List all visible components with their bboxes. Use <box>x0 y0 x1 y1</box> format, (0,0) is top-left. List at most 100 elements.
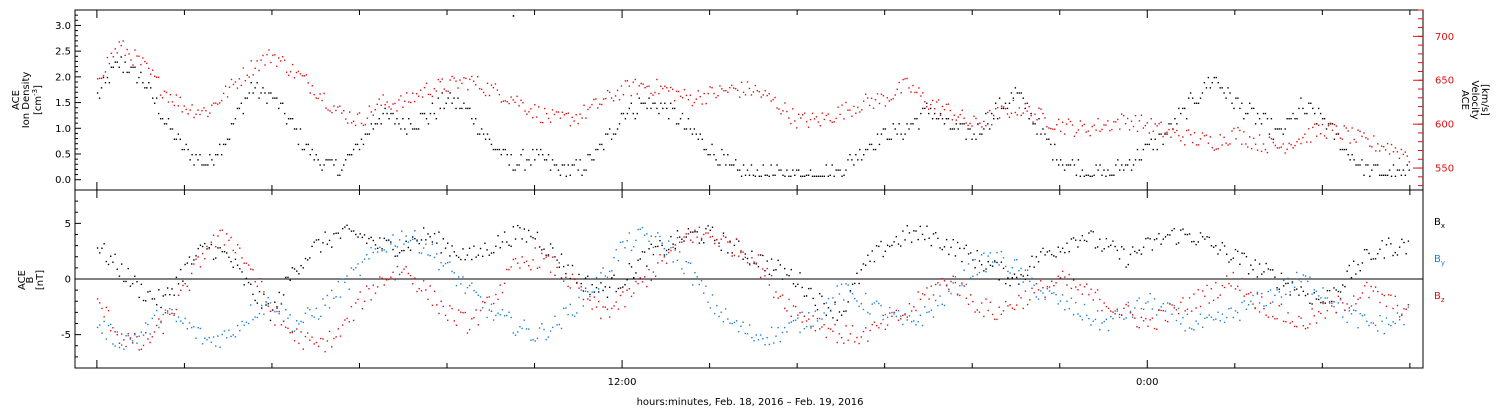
velocity-point <box>880 93 883 95</box>
density-point <box>522 148 524 151</box>
density-point <box>652 102 654 104</box>
velocity-point <box>252 74 254 76</box>
velocity-point <box>1093 124 1095 126</box>
by-point <box>1053 292 1055 294</box>
velocity-point <box>1144 124 1147 127</box>
bx-point <box>943 246 946 248</box>
bz-point <box>1013 308 1016 311</box>
velocity-point <box>492 86 495 89</box>
density-point <box>892 123 894 125</box>
velocity-point <box>543 107 546 110</box>
velocity-point <box>666 87 668 89</box>
bz-point <box>177 294 180 297</box>
density-point <box>1380 174 1383 176</box>
bottom-axis-ticks: -505 <box>61 200 81 358</box>
bx-point <box>921 233 924 236</box>
velocity-point <box>937 99 940 101</box>
by-point <box>810 325 812 327</box>
velocity-point <box>707 92 709 95</box>
density-point <box>335 159 337 161</box>
density-point <box>254 87 256 89</box>
bz-point <box>768 284 771 286</box>
velocity-point <box>124 54 126 57</box>
velocity-point <box>725 89 727 92</box>
velocity-point <box>222 92 225 95</box>
bz-point <box>816 317 819 320</box>
bx-point <box>1337 290 1340 293</box>
velocity-point <box>888 100 891 102</box>
velocity-point <box>1361 135 1363 138</box>
bz-point <box>263 291 265 293</box>
by-point <box>425 243 427 245</box>
bx-point <box>298 273 300 275</box>
density-point <box>419 112 422 115</box>
density-point <box>1333 138 1336 140</box>
bz-point <box>1309 323 1311 325</box>
bz-point <box>300 331 302 333</box>
by-point <box>834 303 836 305</box>
bz-point <box>429 285 431 287</box>
bx-point <box>838 311 841 313</box>
velocity-point <box>376 103 378 106</box>
density-point <box>465 107 467 110</box>
by-point <box>1050 292 1053 295</box>
density-point <box>441 92 443 94</box>
by-point <box>287 317 289 319</box>
bx-point <box>368 237 370 240</box>
density-point <box>567 164 569 166</box>
bz-point <box>1331 305 1333 307</box>
bx-point <box>567 264 569 266</box>
velocity-point <box>1341 138 1343 140</box>
velocity-point <box>1382 145 1385 148</box>
bz-point <box>932 294 935 296</box>
velocity-point <box>1057 118 1060 121</box>
density-point <box>547 154 550 156</box>
bz-point <box>414 277 416 279</box>
bx-point <box>799 272 801 274</box>
velocity-point <box>1371 146 1373 148</box>
bx-point <box>663 254 666 256</box>
by-point <box>482 307 484 309</box>
velocity-point <box>668 90 670 92</box>
density-point <box>662 107 664 110</box>
by-point <box>1040 290 1042 292</box>
bz-point <box>455 324 458 327</box>
bx-point <box>781 278 784 280</box>
velocity-point <box>965 122 967 124</box>
velocity-point <box>612 100 615 102</box>
density-point <box>1113 174 1115 176</box>
velocity-point <box>244 79 246 82</box>
bx-point <box>1000 261 1003 263</box>
by-point <box>140 331 143 333</box>
velocity-point <box>1097 117 1099 120</box>
by-point <box>1313 289 1315 291</box>
bx-point <box>1236 250 1239 253</box>
bz-point <box>1026 303 1029 306</box>
velocity-point <box>1004 107 1007 110</box>
density-unit-end: ] <box>33 85 44 89</box>
bz-point <box>924 294 926 296</box>
velocity-point <box>1404 151 1407 153</box>
bx-point <box>1175 243 1178 245</box>
by-point <box>1307 280 1309 283</box>
bz-point <box>1405 308 1407 310</box>
bz-point <box>716 238 718 241</box>
by-point <box>344 281 346 284</box>
density-point <box>922 107 924 110</box>
bx-point <box>812 297 814 300</box>
bz-point <box>1276 317 1278 320</box>
x-tick-label-midnight: 0:00 <box>1136 377 1158 388</box>
bz-point <box>832 330 834 332</box>
bx-point <box>935 232 937 234</box>
bx-point <box>1066 242 1068 244</box>
density-point <box>1225 97 1227 99</box>
by-point <box>116 331 118 333</box>
by-point <box>175 320 178 323</box>
bz-point <box>731 255 733 257</box>
velocity-point <box>126 48 128 51</box>
density-point <box>618 123 621 125</box>
density-point <box>864 148 867 151</box>
bx-point <box>562 265 565 268</box>
density-point <box>374 123 376 125</box>
by-point <box>464 292 466 294</box>
